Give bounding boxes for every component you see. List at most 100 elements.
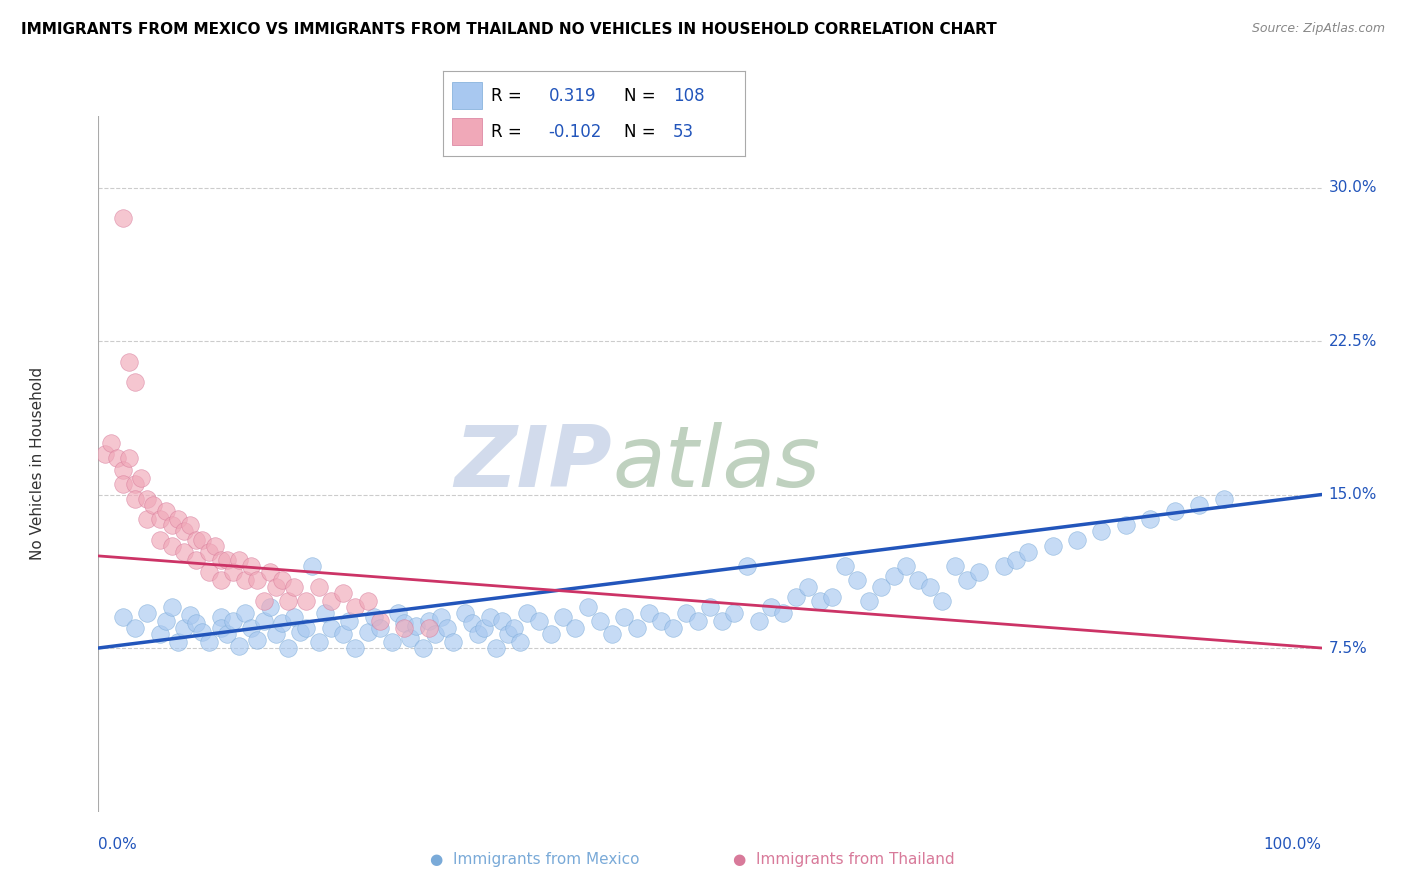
Point bbox=[748, 615, 770, 629]
Point bbox=[412, 640, 434, 655]
Point bbox=[186, 553, 208, 567]
Point bbox=[662, 621, 685, 635]
Point bbox=[204, 539, 226, 553]
Point bbox=[93, 447, 115, 461]
Point bbox=[308, 580, 330, 594]
Text: No Vehicles in Household: No Vehicles in Household bbox=[30, 368, 45, 560]
Point bbox=[129, 471, 152, 485]
Point bbox=[111, 463, 134, 477]
Point bbox=[332, 586, 354, 600]
Point bbox=[956, 574, 979, 588]
Point bbox=[222, 615, 245, 629]
Point bbox=[149, 533, 172, 547]
Point bbox=[197, 545, 219, 559]
Point bbox=[252, 594, 274, 608]
Point bbox=[259, 600, 281, 615]
Point bbox=[301, 559, 323, 574]
Point bbox=[515, 606, 537, 620]
Point bbox=[209, 621, 232, 635]
Point bbox=[337, 615, 360, 629]
Bar bbox=[451, 82, 482, 110]
Point bbox=[368, 615, 391, 629]
Point bbox=[920, 580, 942, 594]
Point bbox=[576, 600, 599, 615]
Point bbox=[259, 566, 281, 580]
Point bbox=[1212, 491, 1234, 506]
Text: atlas: atlas bbox=[612, 422, 820, 506]
Point bbox=[967, 566, 990, 580]
Point bbox=[589, 615, 612, 629]
Point bbox=[283, 610, 305, 624]
Point bbox=[1017, 545, 1039, 559]
Point bbox=[167, 512, 190, 526]
Point bbox=[191, 624, 214, 639]
Point bbox=[118, 450, 141, 465]
Point bbox=[160, 518, 183, 533]
Point bbox=[264, 626, 287, 640]
Point bbox=[118, 354, 141, 368]
Point bbox=[277, 594, 299, 608]
Point bbox=[215, 553, 238, 567]
Point bbox=[540, 626, 562, 640]
Point bbox=[1164, 504, 1187, 518]
Point bbox=[553, 610, 575, 624]
Point bbox=[931, 594, 953, 608]
Point bbox=[111, 610, 134, 624]
Point bbox=[228, 639, 250, 653]
Text: ZIP: ZIP bbox=[454, 422, 612, 506]
Point bbox=[111, 477, 134, 491]
Point bbox=[834, 559, 856, 574]
Text: 108: 108 bbox=[672, 87, 704, 105]
Point bbox=[527, 615, 550, 629]
Text: -0.102: -0.102 bbox=[548, 122, 602, 141]
Point bbox=[124, 375, 146, 389]
Point bbox=[197, 566, 219, 580]
Point bbox=[772, 606, 794, 620]
Point bbox=[883, 569, 905, 583]
Point bbox=[1188, 498, 1211, 512]
Point bbox=[626, 621, 648, 635]
Point bbox=[894, 559, 917, 574]
Point bbox=[509, 635, 531, 649]
Text: 0.319: 0.319 bbox=[548, 87, 596, 105]
Point bbox=[283, 580, 305, 594]
Point bbox=[149, 512, 172, 526]
Point bbox=[485, 640, 508, 655]
Point bbox=[441, 635, 464, 649]
Point bbox=[472, 621, 495, 635]
Text: 53: 53 bbox=[672, 122, 693, 141]
Text: R =: R = bbox=[491, 122, 522, 141]
Point bbox=[111, 211, 134, 226]
Text: N =: N = bbox=[624, 87, 655, 105]
Point bbox=[600, 626, 623, 640]
Point bbox=[308, 635, 330, 649]
Point bbox=[356, 624, 378, 639]
Point bbox=[186, 616, 208, 631]
Point bbox=[179, 518, 201, 533]
Point bbox=[436, 621, 458, 635]
Point bbox=[399, 631, 422, 645]
Text: 7.5%: 7.5% bbox=[1329, 640, 1367, 656]
Point bbox=[155, 504, 177, 518]
Point bbox=[761, 600, 783, 615]
Text: 22.5%: 22.5% bbox=[1329, 334, 1376, 349]
Point bbox=[808, 594, 831, 608]
Point bbox=[675, 606, 697, 620]
Point bbox=[209, 553, 232, 567]
Point bbox=[264, 580, 287, 594]
Point bbox=[252, 615, 274, 629]
Point bbox=[222, 566, 245, 580]
Point bbox=[173, 524, 195, 539]
Point bbox=[290, 624, 312, 639]
Point bbox=[160, 600, 183, 615]
Point bbox=[387, 606, 409, 620]
Point bbox=[344, 600, 367, 615]
Point bbox=[344, 640, 367, 655]
Point bbox=[430, 610, 453, 624]
Point bbox=[392, 616, 416, 631]
Point bbox=[277, 640, 299, 655]
Bar bbox=[451, 118, 482, 145]
Point bbox=[136, 606, 159, 620]
Point bbox=[735, 559, 758, 574]
Point bbox=[167, 635, 190, 649]
